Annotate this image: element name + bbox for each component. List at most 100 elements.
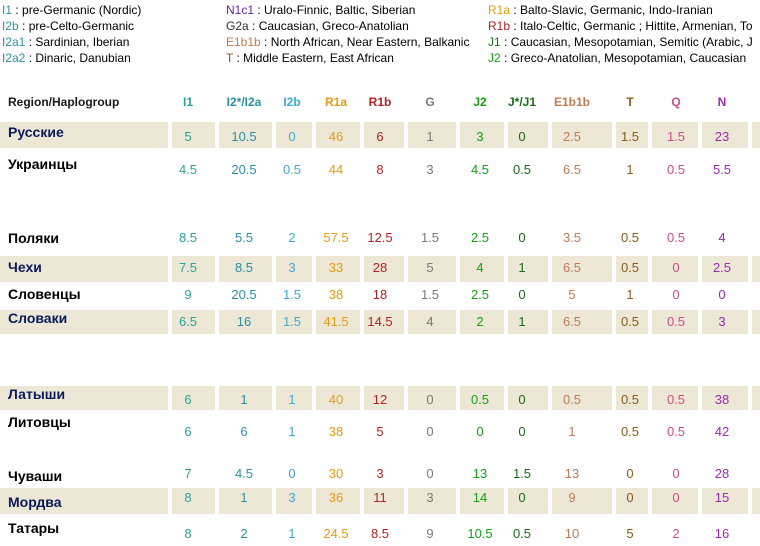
table-cell: 0 xyxy=(518,129,526,144)
column-separator xyxy=(312,310,316,334)
legend-code: R1b xyxy=(488,19,511,33)
column-separator xyxy=(504,386,508,410)
region-name: Русские xyxy=(8,124,64,140)
column-header-q: Q xyxy=(671,95,681,109)
column-header-r1a: R1a xyxy=(324,95,347,109)
table-cell: 4.5 xyxy=(470,162,490,177)
table-cell: 0 xyxy=(672,490,680,505)
table-cell: 1 xyxy=(518,260,526,275)
column-separator xyxy=(360,310,364,334)
column-separator xyxy=(360,122,364,148)
table-cell: 5.5 xyxy=(712,162,732,177)
table-cell: 3 xyxy=(376,466,384,481)
table-cell: 14 xyxy=(472,490,488,505)
column-separator xyxy=(548,488,552,514)
legend-text: : pre-Germanic (Nordic) xyxy=(12,3,142,17)
legend-entry-g2a: G2a : Caucasian, Greco-Anatolian xyxy=(226,18,469,34)
table-cell: 16 xyxy=(236,314,252,329)
table-cell: 1.5 xyxy=(282,314,302,329)
legend-code: N1c1 xyxy=(226,3,255,17)
table-cell: 6.5 xyxy=(562,162,582,177)
column-separator xyxy=(168,386,172,410)
legend-text: : Balto-Slavic, Germanic, Indo-Iranian xyxy=(510,3,713,17)
table-cell: 0.5 xyxy=(666,424,686,439)
table-cell: 4.5 xyxy=(234,466,254,481)
table-cell: 1 xyxy=(626,287,634,302)
column-separator xyxy=(360,386,364,410)
legend-text: : Dinaric, Danubian xyxy=(25,51,131,65)
table-cell: 3 xyxy=(426,490,434,505)
table-cell: 14.5 xyxy=(367,314,393,329)
table-cell: 4 xyxy=(718,230,726,245)
legend-text: : Sardinian, Iberian xyxy=(25,35,130,49)
table-cell: 9 xyxy=(568,490,576,505)
region-name: Литовцы xyxy=(8,414,71,430)
region-name: Чехи xyxy=(8,259,42,275)
table-cell: 5 xyxy=(626,526,634,541)
column-separator xyxy=(272,122,276,148)
table-cell: 9 xyxy=(184,287,192,302)
column-separator xyxy=(698,386,702,410)
legend-text: : Caucasian, Greco-Anatolian xyxy=(248,19,409,33)
table-cell: 7.5 xyxy=(178,260,198,275)
table-cell: 6 xyxy=(184,424,192,439)
table-cell: 3 xyxy=(426,162,434,177)
column-separator xyxy=(312,488,316,514)
table-cell: 42 xyxy=(714,424,730,439)
row-band xyxy=(0,310,760,334)
table-cell: 0.5 xyxy=(666,162,686,177)
table-cell: 1.5 xyxy=(666,129,686,144)
column-separator xyxy=(215,256,219,282)
table-cell: 6.5 xyxy=(562,260,582,275)
table-cell: 6 xyxy=(184,392,192,407)
table-cell: 28 xyxy=(714,466,730,481)
table-cell: 0 xyxy=(518,287,526,302)
table-cell: 1.5 xyxy=(620,129,640,144)
column-separator xyxy=(404,256,408,282)
column-separator xyxy=(404,310,408,334)
table-cell: 0 xyxy=(426,466,434,481)
region-name: Латыши xyxy=(8,386,66,402)
column-header-i2b: I2b xyxy=(283,95,301,109)
legend-text: : Italo-Celtic, Germanic ; Hittite, Arme… xyxy=(510,19,753,33)
column-header-t: T xyxy=(626,95,634,109)
column-separator xyxy=(548,122,552,148)
table-cell: 40 xyxy=(328,392,344,407)
column-separator xyxy=(272,386,276,410)
table-cell: 8.5 xyxy=(178,230,198,245)
row-band xyxy=(0,256,760,282)
table-cell: 7 xyxy=(184,466,192,481)
column-separator xyxy=(215,122,219,148)
table-cell: 13 xyxy=(472,466,488,481)
column-separator xyxy=(612,386,616,410)
table-cell: 0 xyxy=(426,424,434,439)
table-row: Мордва 8 1 3 36 11 3 14 0 9 0 0 15 xyxy=(0,488,760,514)
column-separator xyxy=(168,256,172,282)
table-cell: 10.5 xyxy=(467,526,493,541)
table-cell: 0 xyxy=(518,424,526,439)
row-band xyxy=(0,488,760,514)
table-cell: 0.5 xyxy=(666,314,686,329)
table-cell: 0 xyxy=(518,230,526,245)
table-cell: 5 xyxy=(376,424,384,439)
table-cell: 1 xyxy=(288,526,296,541)
table-cell: 13 xyxy=(564,466,580,481)
table-cell: 3 xyxy=(288,490,296,505)
table-cell: 15 xyxy=(714,490,730,505)
table-cell: 1.5 xyxy=(282,287,302,302)
column-separator xyxy=(612,310,616,334)
table-cell: 1 xyxy=(518,314,526,329)
column-separator xyxy=(312,122,316,148)
table-cell: 16 xyxy=(714,526,730,541)
table-cell: 1.5 xyxy=(420,287,440,302)
table-cell: 2 xyxy=(672,526,680,541)
legend-code: E1b1b xyxy=(226,35,261,49)
table-cell: 5 xyxy=(426,260,434,275)
column-separator xyxy=(360,256,364,282)
table-cell: 6.5 xyxy=(562,314,582,329)
table-cell: 8 xyxy=(184,526,192,541)
table-cell: 11 xyxy=(373,490,387,505)
table-row: Украинцы 4.5 20.5 0.5 44 8 3 4.5 0.5 6.5 1 0.5 5.5 xyxy=(0,154,760,190)
column-separator xyxy=(698,310,702,334)
table-cell: 10 xyxy=(564,526,580,541)
